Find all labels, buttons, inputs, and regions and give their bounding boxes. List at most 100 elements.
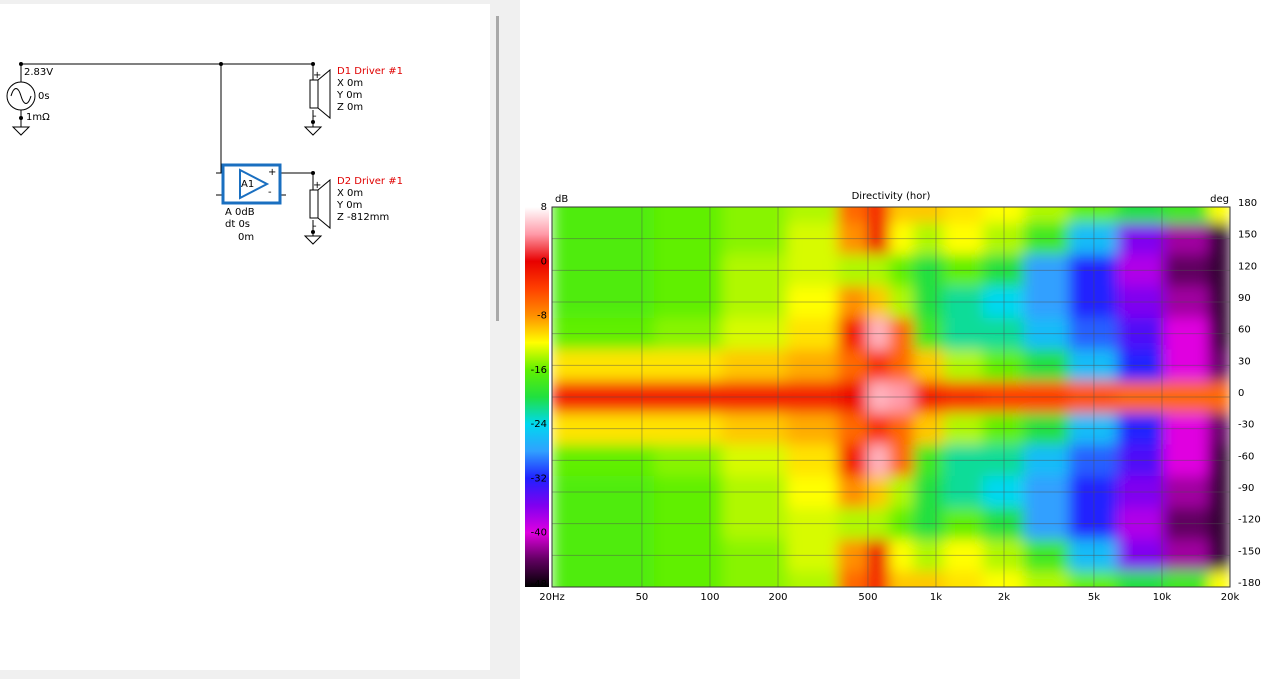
heat-cell (982, 507, 1025, 540)
heat-cell (913, 222, 945, 255)
heat-cell (654, 222, 723, 255)
heat-cell (982, 207, 1025, 224)
heat-cell (1023, 381, 1070, 414)
driver-name[interactable]: D1 Driver #1 (337, 66, 403, 77)
heat-cell (586, 317, 655, 350)
colorbar-tick-label: -16 (531, 365, 547, 376)
minus: - (313, 111, 317, 122)
heat-cell (654, 207, 723, 224)
heat-cell (1208, 207, 1230, 224)
heat-cell (982, 286, 1025, 319)
heat-cell (1208, 476, 1230, 509)
heat-cell (943, 222, 984, 255)
heat-cell (1068, 222, 1118, 255)
heat-cell (982, 444, 1025, 477)
amp-offset: 0m (238, 232, 254, 243)
heat-cell (1208, 286, 1230, 319)
plus: + (313, 70, 321, 81)
heat-cell (552, 444, 587, 477)
driver-y: Y 0m (336, 200, 362, 211)
heat-cell (913, 207, 945, 224)
heat-cell (913, 349, 945, 382)
heat-cell (889, 207, 914, 224)
heat-cell (837, 222, 868, 255)
heat-cell (943, 412, 984, 445)
amp-delay: dt 0s (225, 219, 250, 230)
heat-cell (982, 476, 1025, 509)
colorbar-tick-label: -40 (531, 528, 547, 539)
heat-cell (913, 254, 945, 287)
heat-cell (913, 476, 945, 509)
driver-name[interactable]: D2 Driver #1 (337, 176, 403, 187)
heat-cell (722, 444, 788, 477)
heat-cell (552, 286, 587, 319)
heat-cell (552, 539, 587, 572)
heat-cell (1208, 254, 1230, 287)
heat-cell (552, 476, 587, 509)
wires (6, 63, 331, 245)
colorbar (525, 207, 549, 587)
heat-cell (1117, 444, 1165, 477)
heat-cell (1117, 476, 1165, 509)
y-tick-label: -60 (1238, 451, 1254, 462)
heat-cell (586, 571, 655, 587)
colorbar-tick-label: 8 (541, 202, 547, 213)
heat-cell (1023, 412, 1070, 445)
heat-cell (889, 317, 914, 350)
heat-cell (1163, 317, 1210, 350)
heat-cell (654, 254, 723, 287)
scrollbar[interactable] (496, 16, 499, 321)
heat-cell (1023, 476, 1070, 509)
heat-cell (1163, 507, 1210, 540)
heat-cell (1068, 381, 1118, 414)
heat-cell (943, 381, 984, 414)
x-tick-label: 2k (998, 592, 1010, 603)
heat-cell (722, 286, 788, 319)
heat-cell (913, 286, 945, 319)
heat-cell (1163, 222, 1210, 255)
colorbar-label: dB (555, 194, 568, 205)
heat-cell (654, 571, 723, 587)
plus: + (313, 180, 321, 191)
heat-cell (1117, 381, 1165, 414)
amp-block[interactable] (221, 163, 282, 205)
chart-title: Directivity (hor) (852, 191, 931, 202)
heat-cell (654, 539, 723, 572)
y-axis-label: deg (1210, 194, 1229, 205)
minus: - (268, 187, 272, 198)
heat-cell (552, 412, 587, 445)
heat-cell (654, 286, 723, 319)
heat-cell (837, 207, 868, 224)
heat-cell (722, 571, 788, 587)
heat-cell (837, 412, 868, 445)
heat-cell (552, 571, 587, 587)
heat-cell (1163, 286, 1210, 319)
heat-cell (1208, 539, 1230, 572)
heat-cell (1163, 571, 1210, 587)
heat-cell (722, 207, 788, 224)
heat-cell (943, 317, 984, 350)
heat-cell (867, 412, 890, 445)
heat-cell (982, 571, 1025, 587)
heat-cell (867, 507, 890, 540)
x-tick-label: 10k (1153, 592, 1172, 603)
heat-cell (943, 207, 984, 224)
heat-cell (654, 412, 723, 445)
heat-cell (1068, 539, 1118, 572)
heat-cell (586, 507, 655, 540)
x-tick-label: 200 (768, 592, 787, 603)
y-tick-label: 0 (1238, 388, 1244, 399)
y-tick-label: 90 (1238, 293, 1251, 304)
heat-cell (943, 539, 984, 572)
heat-cell (1163, 476, 1210, 509)
heat-cell (654, 444, 723, 477)
driver-z: Z -812mm (337, 212, 389, 223)
heat-cell (786, 317, 839, 350)
heat-cell (1068, 317, 1118, 350)
heat-cell (786, 412, 839, 445)
heat-cell (1023, 207, 1070, 224)
heat-cell (837, 286, 868, 319)
minus: - (313, 221, 317, 232)
